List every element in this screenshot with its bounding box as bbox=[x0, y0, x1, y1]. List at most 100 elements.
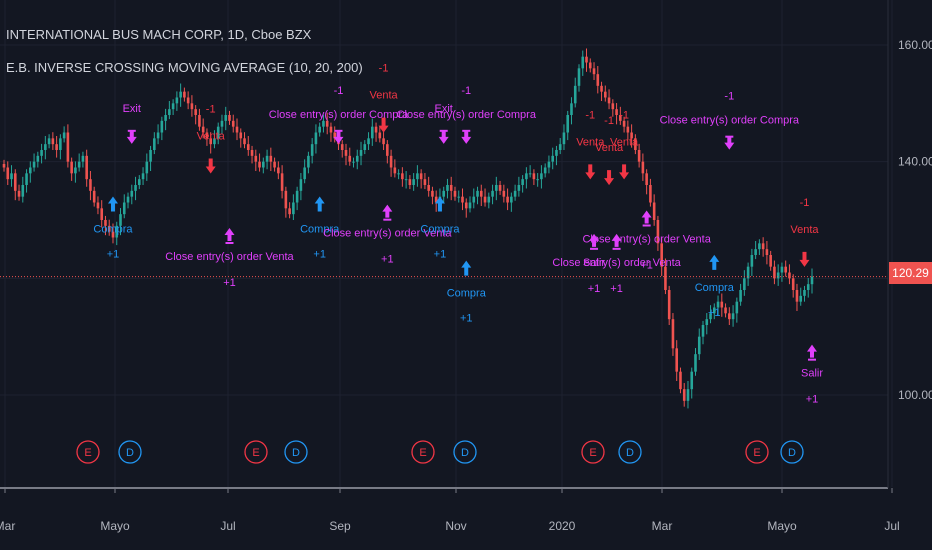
candle-body bbox=[528, 173, 532, 175]
candle-body bbox=[588, 62, 592, 69]
sell-label: Venta bbox=[595, 142, 624, 154]
candle-body bbox=[239, 132, 243, 139]
candle-body bbox=[179, 91, 182, 98]
candle-body bbox=[284, 190, 288, 209]
close-qty: +1 bbox=[381, 254, 394, 266]
candle-body bbox=[329, 126, 333, 133]
event-marker-label: D bbox=[788, 447, 796, 459]
dividend-marker bbox=[118, 440, 142, 464]
close-qty: +1 bbox=[806, 394, 819, 406]
candle-body bbox=[630, 132, 633, 139]
sell-label: Venta bbox=[576, 136, 605, 148]
candle-body bbox=[705, 319, 709, 325]
candle-body bbox=[404, 179, 408, 181]
earnings-marker bbox=[76, 440, 100, 464]
buy-qty: +1 bbox=[434, 249, 447, 261]
buy-arrow-icon bbox=[461, 260, 472, 276]
close-arrow-icon bbox=[611, 233, 622, 247]
candle-body bbox=[472, 196, 476, 203]
candle-body bbox=[791, 278, 795, 290]
candle-body bbox=[596, 74, 600, 86]
close-arrow-icon bbox=[589, 233, 600, 247]
candle-body bbox=[536, 179, 539, 181]
candle-body bbox=[795, 290, 799, 302]
close-label: Close entry(s) order Compra bbox=[397, 109, 537, 121]
candle-body bbox=[555, 150, 558, 156]
candle-body bbox=[220, 120, 224, 127]
candle-body bbox=[224, 115, 228, 121]
candle-body bbox=[269, 155, 273, 162]
candle-body bbox=[89, 179, 92, 191]
candle-body bbox=[156, 132, 160, 139]
candle-body bbox=[104, 220, 107, 226]
candle-body bbox=[427, 185, 430, 191]
x-tick-label: Mayo bbox=[100, 519, 130, 533]
candle-body bbox=[592, 68, 596, 75]
event-marker-label: E bbox=[252, 447, 259, 459]
candle-body bbox=[558, 144, 562, 150]
candle-body bbox=[348, 155, 352, 162]
dividend-marker bbox=[453, 440, 477, 464]
event-marker-label: D bbox=[292, 447, 300, 459]
study-legend[interactable]: E.B. INVERSE CROSSING MOVING AVERAGE (10… bbox=[6, 60, 363, 75]
earnings-marker bbox=[745, 440, 769, 464]
candle-body bbox=[70, 161, 73, 174]
candle-body bbox=[393, 167, 397, 174]
candle-body bbox=[262, 161, 265, 168]
event-marker-label: E bbox=[419, 447, 426, 459]
candle-body bbox=[765, 249, 769, 255]
candle-body bbox=[36, 155, 40, 162]
candle-body bbox=[637, 150, 641, 162]
candle-body bbox=[130, 190, 134, 197]
candle-body bbox=[810, 276, 814, 285]
close-label: Salir bbox=[583, 257, 605, 269]
candle-body bbox=[671, 319, 675, 349]
candle-body bbox=[604, 91, 607, 98]
candle-body bbox=[141, 173, 145, 180]
candle-body bbox=[697, 336, 701, 355]
event-marker-label: E bbox=[753, 447, 760, 459]
candle-body bbox=[25, 173, 28, 185]
candle-body bbox=[164, 115, 167, 121]
sell-arrow-icon bbox=[799, 251, 810, 267]
candle-body bbox=[615, 109, 618, 115]
candle-body bbox=[423, 179, 427, 185]
buy-label: Compra bbox=[300, 224, 340, 236]
sell-arrow-icon bbox=[585, 164, 596, 180]
candle-body bbox=[32, 161, 36, 168]
buy-qty: +1 bbox=[313, 249, 326, 261]
candle-body bbox=[517, 185, 521, 191]
x-tick-label: 2020 bbox=[549, 519, 576, 533]
candle-body bbox=[318, 126, 321, 133]
buy-qty: +1 bbox=[708, 307, 721, 319]
candle-body bbox=[619, 115, 622, 121]
candle-body bbox=[13, 173, 17, 191]
close-bar-icon bbox=[808, 358, 816, 361]
candle-body bbox=[585, 56, 588, 63]
candle-body bbox=[314, 132, 318, 145]
y-tick-label: 140.00 bbox=[898, 155, 932, 169]
candle-body bbox=[370, 126, 374, 139]
candle-body bbox=[773, 266, 776, 279]
candle-body bbox=[803, 290, 806, 296]
candle-body bbox=[690, 371, 694, 390]
close-arrow-icon bbox=[461, 130, 472, 144]
candle-body bbox=[378, 132, 382, 139]
close-arrow-icon bbox=[382, 204, 393, 218]
candle-body bbox=[333, 132, 337, 139]
candle-body bbox=[397, 173, 400, 175]
candle-body bbox=[277, 167, 280, 174]
buy-arrow-icon bbox=[107, 196, 118, 212]
candle-body bbox=[543, 167, 547, 174]
candle-body bbox=[29, 167, 32, 174]
candle-body bbox=[487, 196, 491, 203]
candle-body bbox=[209, 138, 212, 145]
candle-body bbox=[160, 120, 164, 133]
candle-body bbox=[622, 120, 626, 127]
buy-arrow-icon bbox=[314, 196, 325, 212]
candle-body bbox=[408, 179, 412, 185]
candle-body bbox=[577, 68, 581, 86]
sell-arrow-icon bbox=[205, 158, 216, 174]
close-arrow-icon bbox=[224, 228, 235, 241]
